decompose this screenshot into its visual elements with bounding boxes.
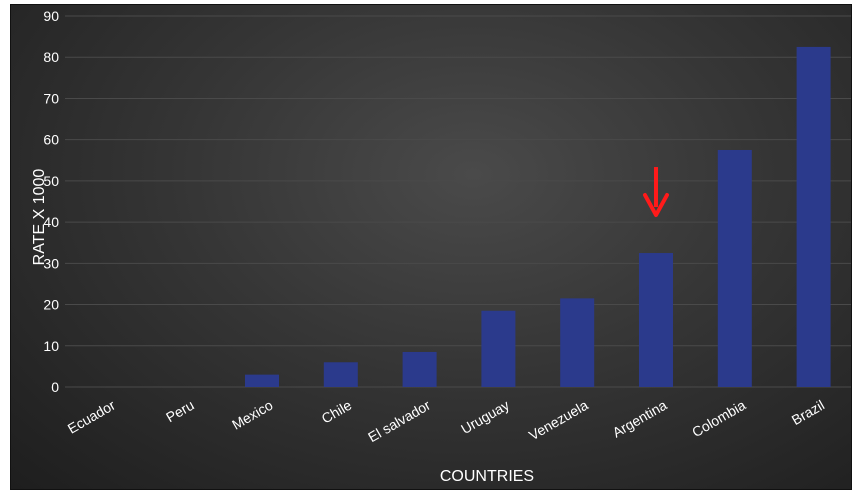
x-tick-label: Mexico xyxy=(229,397,276,433)
highlight-arrow xyxy=(643,167,669,218)
y-tick-label: 40 xyxy=(43,214,59,230)
y-tick-label: 60 xyxy=(43,132,59,148)
x-tick-label: Chile xyxy=(319,397,355,427)
arrow-head xyxy=(643,193,669,218)
bar-uruguay xyxy=(481,310,516,387)
y-tick-label: 90 xyxy=(43,8,59,24)
bar-chart: 0 10 20 30 40 50 60 70 80 90 Ecuador Peru Mexico Chi… xyxy=(31,8,851,485)
y-tick-label: 70 xyxy=(43,90,59,106)
y-tick-label: 80 xyxy=(43,49,59,65)
bar-colombia xyxy=(717,149,752,387)
chart-frame: 0 10 20 30 40 50 60 70 80 90 Ecuador Peru Mexico Chi… xyxy=(10,4,852,490)
y-tick-label: 10 xyxy=(43,338,59,354)
x-tick-label: Uruguay xyxy=(458,397,512,437)
x-tick-label: El salvador xyxy=(365,397,433,446)
y-tick-label: 20 xyxy=(43,297,59,313)
bar-venezuela xyxy=(560,298,595,387)
x-tick-label: Peru xyxy=(163,397,197,426)
y-axis-title: RATE X 1000 xyxy=(31,169,48,266)
y-tick-label: 0 xyxy=(51,379,59,395)
y-tick-label: 30 xyxy=(43,255,59,271)
bar-brazil xyxy=(796,46,831,388)
y-tick-label: 50 xyxy=(43,173,59,189)
x-tick-label: Argentina xyxy=(610,397,670,441)
bar-el-salvador xyxy=(402,351,437,387)
bar-argentina xyxy=(639,253,673,387)
bars xyxy=(245,46,831,388)
bar-mexico xyxy=(245,374,279,387)
bar-chile xyxy=(323,362,358,387)
x-tick-label: Venezuela xyxy=(526,397,591,444)
x-tick-label: Colombia xyxy=(689,397,748,441)
y-axis-ticks: 0 10 20 30 40 50 60 70 80 90 xyxy=(43,8,59,395)
x-tick-label: Brazil xyxy=(789,397,827,428)
x-axis-ticks: Ecuador Peru Mexico Chile El salvador Uruguay… xyxy=(65,397,827,446)
gridlines xyxy=(65,15,851,388)
x-axis-title: COUNTRIES xyxy=(440,468,534,485)
x-tick-label: Ecuador xyxy=(65,397,118,437)
